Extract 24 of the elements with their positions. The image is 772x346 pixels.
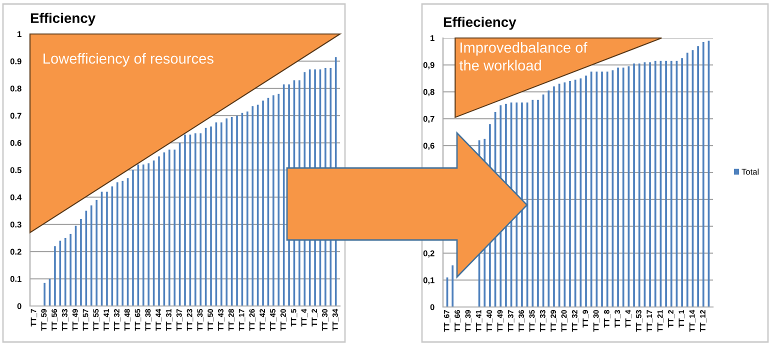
chart-title: Effieciency [444,16,516,30]
y-tick-label: 0.6 [10,140,22,146]
y-tick-label: 0.7 [10,112,22,119]
y-tick-label: 0 [17,303,22,310]
y-tick-label: 0,1 [423,277,434,284]
y-tick-label: 0,6 [423,142,434,150]
chart-title: Efficiency [30,12,96,26]
y-tick-label: 0.5 [10,167,22,174]
y-tick-label: 0.4 [10,194,22,200]
y-tick-label: 0,9 [423,62,434,70]
y-tick-label: 1 [18,31,22,38]
y-tick-label: 0.2 [10,248,22,255]
y-tick-label: 0.9 [10,58,22,64]
y-tick-label: 0.3 [10,222,22,228]
y-tick-label: 0,7 [423,116,434,124]
y-tick-label: 0 [430,304,434,310]
y-tick-label: 0,2 [423,250,434,258]
y-tick-label: 0.8 [10,86,22,92]
y-tick-label: 0.1 [10,276,22,282]
y-tick-label: 0,8 [423,89,434,96]
annotation: Improvedbalance of the workload [459,42,588,71]
legend-label: Total [742,168,759,175]
annotation: Lowefficiency of resources [44,53,214,67]
y-tick-label: 1 [430,35,434,42]
